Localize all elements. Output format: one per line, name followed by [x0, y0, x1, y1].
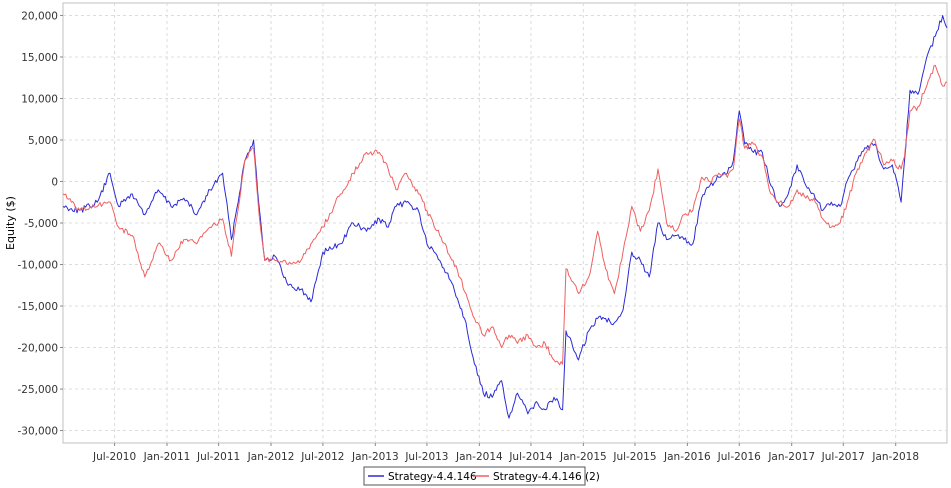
x-tick-label: Jan-2017	[767, 451, 815, 463]
y-tick-label: 0	[51, 176, 58, 188]
y-tick-label: 5,000	[28, 135, 58, 147]
series-line-1	[62, 15, 948, 419]
x-tick-label: Jan-2011	[143, 451, 191, 463]
legend-entry-2: Strategy-4.4.146 (2)	[493, 471, 600, 483]
x-tick-label: Jan-2012	[247, 451, 295, 463]
legend-entry-1: Strategy-4.4.146	[388, 471, 477, 483]
x-tick-label: Jul-2016	[717, 451, 761, 463]
legend: Strategy-4.4.146 Strategy-4.4.146 (2)	[363, 466, 600, 486]
series-lines	[62, 15, 948, 419]
y-tick-label: 15,000	[21, 52, 58, 64]
x-tick-label: Jul-2012	[300, 451, 344, 463]
grid-lines	[63, 3, 947, 443]
x-tick-label: Jan-2014	[455, 451, 503, 463]
x-tick-label: Jul-2010	[92, 451, 136, 463]
y-axis-label: Equity ($)	[4, 196, 17, 250]
y-tick-label: 20,000	[21, 10, 58, 22]
x-axis-ticks: Jul-2010 Jan-2011 Jul-2011 Jan-2012 Jul-2012…	[92, 443, 919, 463]
y-tick-label: -25,000	[17, 384, 58, 396]
x-tick-label: Jan-2015	[559, 451, 607, 463]
x-tick-label: Jul-2015	[612, 451, 656, 463]
y-axis-ticks: 20,000 15,000 10,000 5,000 0 -5,000 -10,000 -15…	[17, 10, 63, 438]
x-tick-label: Jan-2013	[351, 451, 399, 463]
plot-background	[62, 2, 948, 444]
y-tick-label: -5,000	[24, 218, 58, 230]
x-tick-label: Jul-2014	[508, 451, 552, 463]
y-tick-label: -30,000	[17, 426, 58, 438]
y-tick-label: -10,000	[17, 260, 58, 272]
x-tick-label: Jan-2018	[871, 451, 919, 463]
series-line-2	[62, 64, 948, 366]
y-tick-label: -20,000	[17, 343, 58, 355]
y-tick-label: -15,000	[17, 301, 58, 313]
x-tick-label: Jul-2017	[821, 451, 865, 463]
x-tick-label: Jul-2013	[404, 451, 448, 463]
x-tick-label: Jul-2011	[196, 451, 240, 463]
y-tick-label: 10,000	[21, 93, 58, 105]
x-tick-label: Jan-2016	[663, 451, 711, 463]
